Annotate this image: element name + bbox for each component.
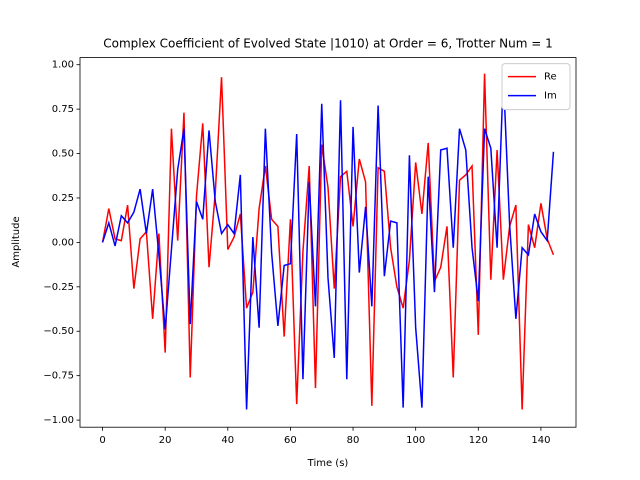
y-tick-label: 0.75 <box>52 104 74 115</box>
x-tick-label: 0 <box>99 435 105 446</box>
y-tick-label: 0.25 <box>52 193 74 204</box>
x-axis-label: Time (s) <box>307 458 349 469</box>
y-tick-label: −1.00 <box>43 415 74 426</box>
x-tick-label: 100 <box>406 435 425 446</box>
y-tick-label: 0.00 <box>52 237 74 248</box>
legend-label: Re <box>544 72 557 83</box>
y-tick-label: −0.75 <box>43 371 74 382</box>
y-tick-label: 1.00 <box>52 60 74 71</box>
x-tick-label: 60 <box>284 435 297 446</box>
y-axis-label: Amplitude <box>11 216 22 267</box>
x-tick-label: 40 <box>221 435 234 446</box>
x-tick-label: 120 <box>469 435 488 446</box>
data-line <box>101 73 555 410</box>
y-tick-label: −0.50 <box>43 326 74 337</box>
chart-title: Complex Coefficient of Evolved State |10… <box>103 37 553 51</box>
legend-label: Im <box>544 91 557 102</box>
x-tick-label: 80 <box>347 435 360 446</box>
x-tick-label: 20 <box>159 435 172 446</box>
plot-frame <box>79 57 577 428</box>
data-line <box>101 75 555 410</box>
x-tick-label: 140 <box>531 435 550 446</box>
y-tick-label: −0.25 <box>43 282 74 293</box>
y-tick-label: 0.50 <box>52 149 74 160</box>
legend-box <box>501 63 571 111</box>
